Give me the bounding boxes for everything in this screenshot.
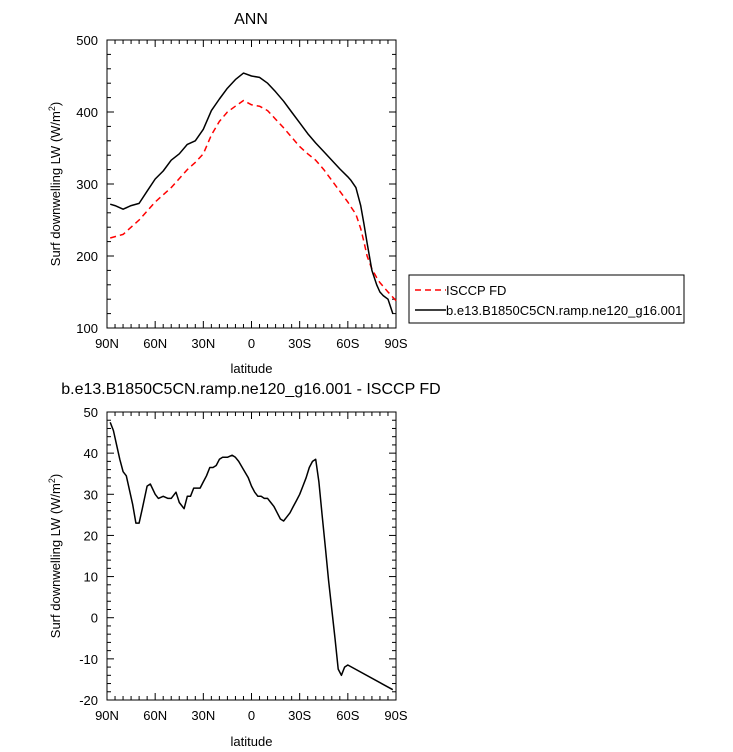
x-tick-label: 60S — [336, 336, 359, 351]
y-tick-label: -10 — [79, 652, 98, 667]
y-tick-label: 20 — [84, 528, 98, 543]
x-tick-label: 30N — [191, 708, 215, 723]
y-tick-label: 10 — [84, 570, 98, 585]
y-tick-label: 0 — [91, 611, 98, 626]
series-line-isccp-fd — [109, 99, 397, 302]
x-axis-label: latitude — [231, 734, 273, 749]
x-axis-label: latitude — [231, 361, 273, 376]
y-tick-label: 30 — [84, 487, 98, 502]
y-tick-label: 500 — [76, 33, 98, 48]
series-line-model — [109, 72, 394, 314]
top-panel: 90N 60N 30N 0 30S 60S 90S 100 200 300 400 500 ANN lat… — [47, 11, 408, 376]
chart-title: ANN — [234, 11, 268, 28]
y-tick-label: 200 — [76, 249, 98, 264]
x-tick-label: 30S — [288, 336, 311, 351]
plot-frame — [106, 411, 397, 701]
y-tick-label: 40 — [84, 446, 98, 461]
bottom-panel: 90N 60N 30N 0 30S 60S 90S -20 -10 0 10 20 30 40 50 b.e1… — [47, 381, 441, 749]
legend-entry-label: ISCCP FD — [446, 283, 506, 298]
chart-title: b.e13.B1850C5CN.ramp.ne120_g16.001 - ISC… — [61, 381, 440, 398]
y-tick-label: 300 — [76, 177, 98, 192]
y-axis-label: Surf downwelling LW (W/m2) — [47, 474, 63, 638]
y-axis-label: Surf downwelling LW (W/m2) — [47, 102, 63, 266]
y-tick-label: -20 — [79, 693, 98, 708]
y-tick-label: 50 — [84, 405, 98, 420]
series-line-model — [109, 422, 394, 691]
x-tick-label: 60N — [143, 336, 167, 351]
x-tick-label: 30N — [191, 336, 215, 351]
x-tick-label: 30S — [288, 708, 311, 723]
x-tick-label: 60S — [336, 708, 359, 723]
y-tick-label: 400 — [76, 105, 98, 120]
x-tick-label: 90N — [95, 708, 119, 723]
x-tick-label: 90S — [384, 336, 407, 351]
x-tick-label: 90S — [384, 708, 407, 723]
legend-box — [408, 274, 685, 324]
y-tick-label: 100 — [76, 321, 98, 336]
x-tick-label: 60N — [143, 708, 167, 723]
x-tick-label: 0 — [248, 708, 255, 723]
x-tick-label: 0 — [248, 336, 255, 351]
legend: ISCCP FD b.e13.B1850C5CN.ramp.ne120_g16.0… — [408, 274, 685, 324]
x-tick-label: 90N — [95, 336, 119, 351]
legend-entry-label: b.e13.B1850C5CN.ramp.ne120_g16.001 — [446, 303, 682, 318]
